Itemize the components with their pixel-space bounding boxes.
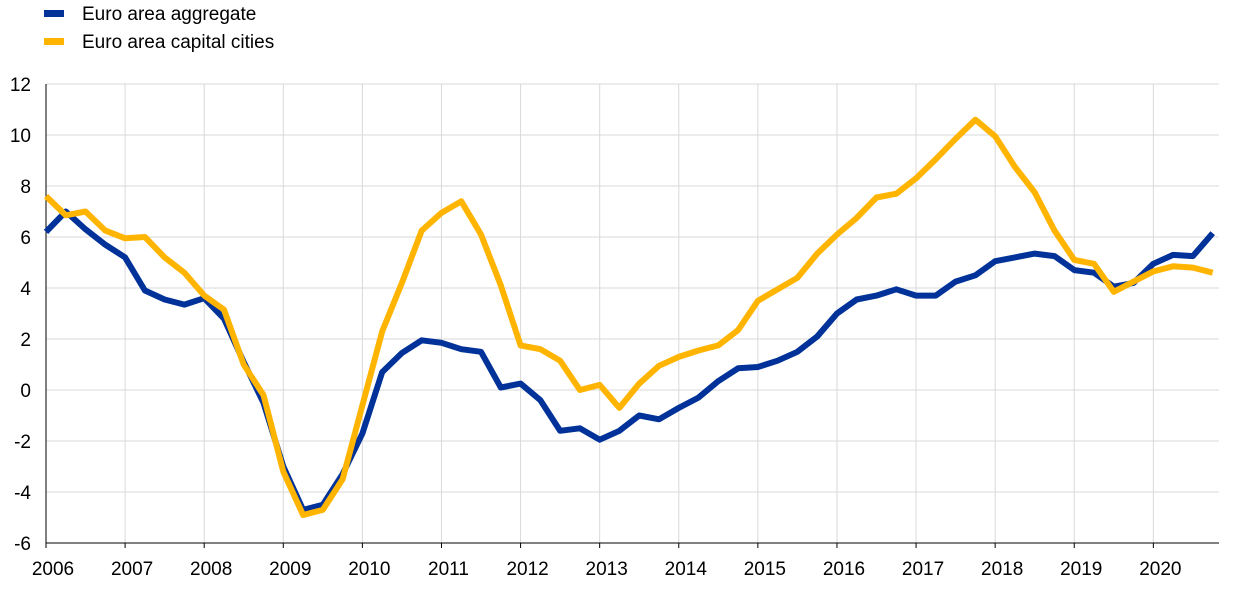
x-tick-label: 2017 — [902, 559, 944, 580]
legend: Euro area aggregate Euro area capital ci… — [44, 4, 274, 53]
x-tick-label: 2010 — [348, 559, 390, 580]
x-tick-label: 2019 — [1060, 559, 1102, 580]
legend-label-euro-area-capital-cities: Euro area capital cities — [82, 32, 274, 53]
x-tick-label: 2014 — [665, 559, 708, 580]
x-tick-label: 2011 — [428, 559, 469, 580]
x-tick-label: 2007 — [111, 559, 153, 580]
x-tick-label: 2016 — [823, 559, 865, 580]
y-tick-label: 0 — [20, 381, 31, 402]
gridlines — [46, 83, 1219, 544]
legend-swatch-euro-area-aggregate — [44, 10, 64, 17]
y-tick-label: 10 — [10, 126, 31, 147]
y-tick-label: 4 — [20, 279, 31, 300]
x-axis-tick-labels: 2006 2007 2008 2009 2010 2011 2012 2013 2014 2015… — [32, 559, 1182, 580]
x-tick-label: 2013 — [586, 559, 628, 580]
legend-swatch-euro-area-capital-cities — [44, 38, 64, 45]
series-line-euro-area-capital-cities — [43, 116, 1214, 518]
y-tick-label: -2 — [14, 432, 31, 453]
x-tick-label: 2020 — [1139, 559, 1181, 580]
y-tick-label: 8 — [20, 177, 31, 198]
series-lines — [43, 116, 1215, 518]
x-tick-label: 2012 — [506, 559, 548, 580]
x-tick-label: 2006 — [32, 559, 74, 580]
x-tick-label: 2008 — [190, 559, 232, 580]
x-tick-label: 2009 — [269, 559, 311, 580]
y-tick-label: 2 — [20, 330, 31, 351]
y-tick-label: -6 — [14, 534, 31, 555]
y-tick-label: 12 — [10, 75, 31, 96]
y-axis-tick-labels: -6 -4 -2 0 2 4 6 8 10 12 — [10, 75, 32, 555]
x-tick-label: 2015 — [744, 559, 786, 580]
axes — [45, 84, 1219, 548]
y-tick-label: -4 — [14, 483, 31, 504]
legend-label-euro-area-aggregate: Euro area aggregate — [82, 4, 256, 25]
x-tick-label: 2018 — [981, 559, 1023, 580]
series-line-euro-area-aggregate — [43, 208, 1215, 513]
y-tick-label: 6 — [20, 228, 31, 249]
